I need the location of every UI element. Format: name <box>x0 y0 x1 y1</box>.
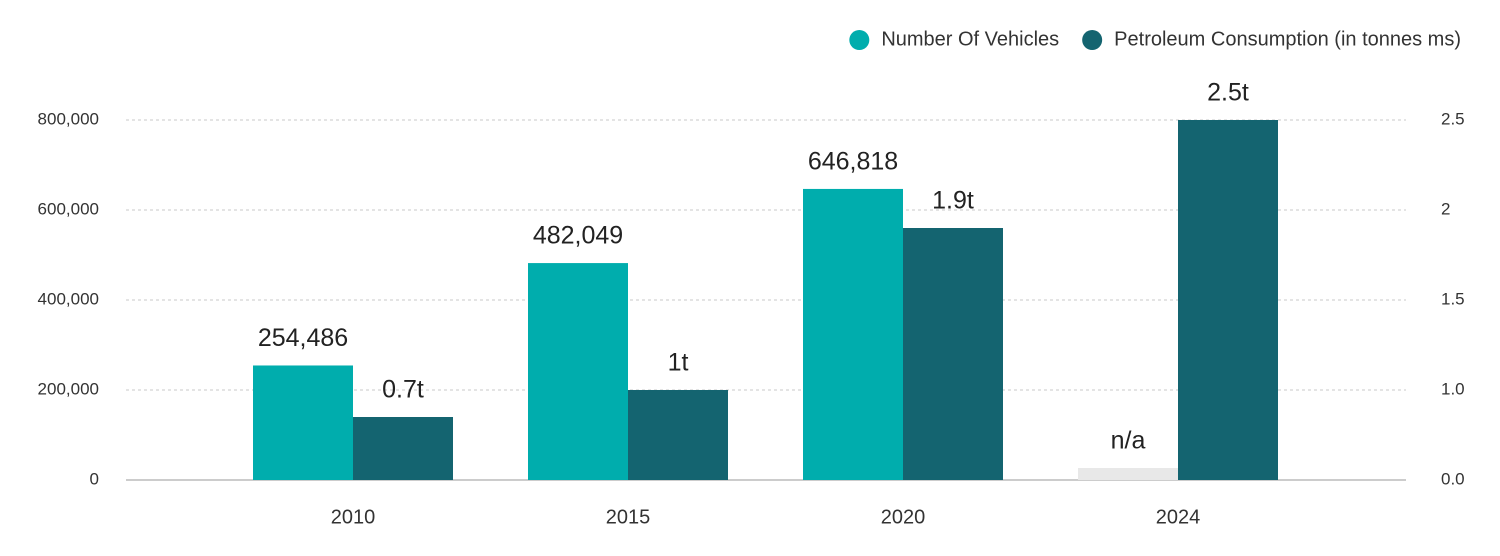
legend-label: Petroleum Consumption (in tonnes ms) <box>1114 28 1461 50</box>
value-label: 646,818 <box>808 148 898 176</box>
y-tick-label: 200,000 <box>38 379 99 398</box>
bar <box>803 188 903 481</box>
value-label: 0.7t <box>382 376 424 404</box>
value-label: n/a <box>1111 427 1146 455</box>
bar <box>528 263 628 480</box>
value-label: 482,049 <box>533 222 623 250</box>
y-tick-label: 0 <box>90 469 99 488</box>
bar <box>353 417 453 480</box>
bar <box>253 365 353 480</box>
x-tick-label: 2024 <box>1156 506 1201 528</box>
value-label: 254,486 <box>258 324 348 352</box>
x-tick-label: 2010 <box>331 506 376 528</box>
legend-label: Number Of Vehicles <box>881 28 1059 50</box>
x-tick-label: 2015 <box>606 506 651 528</box>
y-tick-label: 800,000 <box>38 109 99 128</box>
value-label: 1.9t <box>932 187 974 215</box>
y2-tick-label: 2.5 <box>1441 109 1465 128</box>
x-tick-label: 2020 <box>881 506 926 528</box>
bar <box>1178 120 1278 480</box>
y-tick-label: 400,000 <box>38 289 99 308</box>
y-tick-label: 600,000 <box>38 199 99 218</box>
bar <box>903 228 1003 480</box>
legend-swatch <box>1082 30 1103 50</box>
value-label: 1t <box>668 349 689 377</box>
legend-swatch <box>849 30 870 50</box>
value-label: 2.5t <box>1207 79 1249 107</box>
y2-tick-label: 1.5 <box>1441 289 1465 308</box>
y2-tick-label: 2 <box>1441 199 1450 218</box>
na-placeholder <box>1078 468 1178 480</box>
y2-tick-label: 0.0 <box>1441 469 1465 488</box>
y2-tick-label: 1.0 <box>1441 379 1465 398</box>
bar <box>628 390 728 480</box>
